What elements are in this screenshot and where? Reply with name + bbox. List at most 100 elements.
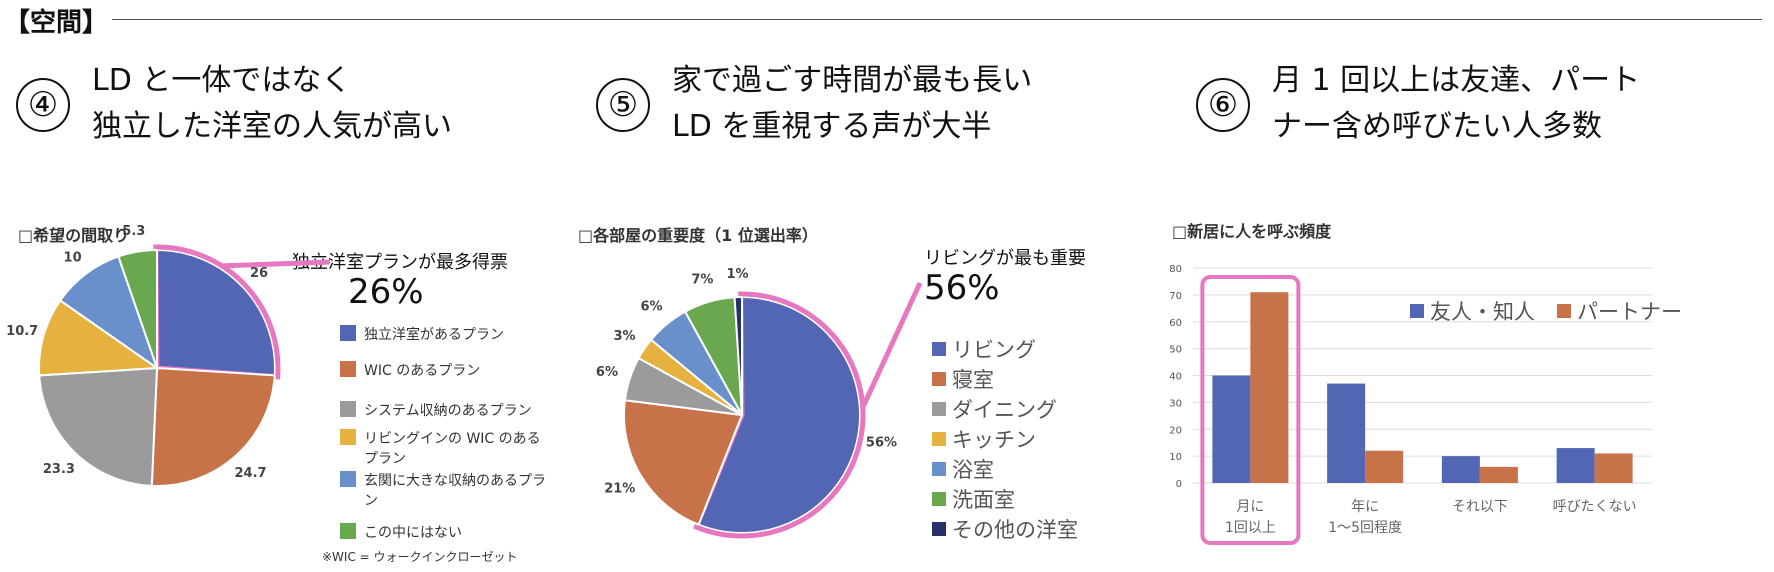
legend-item: システム収納のあるプラン [340, 400, 532, 420]
bar [1441, 456, 1480, 483]
bar [1327, 383, 1366, 483]
heading-number-6: ⑥ [1196, 78, 1250, 132]
chart1-callout-value: 26% [348, 272, 424, 312]
callout-line [221, 259, 331, 269]
pie-value-label: 26 [250, 266, 268, 281]
pie-slice [733, 295, 743, 416]
highlight-box [1200, 275, 1301, 545]
legend-label: この中にはない [364, 525, 462, 541]
legend-swatch [340, 429, 356, 445]
y-tick-label: 0 [1176, 479, 1182, 490]
pie-value-label: 5.3 [122, 224, 145, 239]
legend-swatch [932, 402, 946, 416]
y-tick-label: 80 [1169, 264, 1182, 275]
x-tick-label: 年に [1351, 499, 1379, 515]
legend-item: この中にはない [340, 522, 462, 542]
highlight-outline [693, 291, 866, 539]
legend-swatch [1410, 304, 1424, 318]
legend-label: 寝室 [952, 368, 994, 392]
legend-swatch [340, 523, 356, 539]
pie-value-label: 10 [64, 250, 82, 265]
y-tick-label: 10 [1169, 452, 1182, 463]
section-divider [112, 19, 1762, 20]
pie-value-label: 6% [640, 300, 662, 315]
heading-number-5: ⑤ [596, 78, 650, 132]
bar [1250, 292, 1289, 483]
x-tick-label: 月に [1236, 499, 1264, 515]
heading-6: 月 1 回以上は友達、パート ナー含め呼びたい人多数 [1272, 58, 1640, 150]
pie-value-label: 10.7 [6, 324, 38, 339]
chart2-title: □各部屋の重要度（1 位選出率） [578, 226, 818, 245]
pie-slice [623, 399, 744, 527]
bar [1556, 448, 1595, 483]
legend-label: リビングインの WIC のあるプラン [364, 431, 541, 467]
y-tick-label: 20 [1169, 425, 1182, 436]
x-tick-label: 呼びたくない [1553, 499, 1637, 515]
heading-line: 月 1 回以上は友達、パート [1272, 63, 1641, 98]
y-tick-label: 60 [1169, 318, 1182, 329]
legend-swatch [340, 325, 356, 341]
bar [1594, 453, 1633, 483]
legend-label: その他の洋室 [952, 518, 1078, 542]
pie-value-label: 21% [604, 481, 635, 496]
legend-item: 寝室 [932, 364, 1078, 394]
legend-item: 洗面室 [932, 484, 1078, 514]
pie-slice [58, 255, 159, 371]
legend-item: 独立洋室があるプラン [340, 324, 504, 344]
legend-label: ダイニング [952, 398, 1057, 422]
legend-label: パートナー [1577, 300, 1682, 324]
bar [1212, 375, 1251, 483]
legend-item: ダイニング [932, 394, 1078, 424]
heading-line: ナー含め呼びたい人多数 [1272, 109, 1602, 144]
bar [1365, 450, 1404, 483]
legend-label: WIC のあるプラン [364, 363, 481, 379]
callout-line [860, 281, 923, 409]
pie-slice [38, 366, 159, 487]
pie-slice [150, 366, 276, 487]
y-tick-label: 50 [1169, 345, 1182, 356]
legend-swatch [340, 401, 356, 417]
pie-value-label: 7% [691, 273, 713, 288]
legend-item: リビング [932, 334, 1078, 364]
y-tick-label: 40 [1169, 372, 1182, 383]
chart1-note: ※WIC = ウォークインクローゼット [322, 550, 518, 564]
y-tick-label: 70 [1169, 291, 1182, 302]
legend-item: 友人・知人 [1410, 296, 1535, 326]
pie-slice [156, 248, 276, 377]
heading-line: LD を重視する声が大半 [672, 109, 992, 144]
chart2-callout-value: 56% [924, 268, 1000, 308]
legend-label: システム収納のあるプラン [364, 403, 532, 419]
pie-value-label: 24.7 [235, 466, 267, 481]
legend-item: WIC のあるプラン [340, 360, 480, 380]
highlight-outline [153, 244, 281, 380]
legend-swatch [932, 372, 946, 386]
legend-swatch [932, 342, 946, 356]
chart1-callout: 独立洋室プランが最多得票 [292, 252, 508, 273]
legend-swatch [340, 361, 356, 377]
heading-5: 家で過ごす時間が最も長い LD を重視する声が大半 [672, 58, 1032, 150]
chart2-callout: リビングが最も重要 [924, 248, 1086, 269]
legend-label: 玄関に大きな収納のあるプラン [364, 473, 546, 509]
legend-label: リビング [952, 338, 1036, 362]
pie-slice [117, 248, 158, 369]
pie-slice [697, 295, 861, 534]
heading-number-4: ④ [16, 78, 70, 132]
legend-item: パートナー [1557, 296, 1682, 326]
legend-item: 玄関に大きな収納のあるプラン [340, 470, 550, 510]
section-label: 【空間】 [4, 8, 109, 38]
bar [1479, 466, 1518, 483]
chart1-title: □希望の間取り [18, 226, 130, 245]
legend-label: 友人・知人 [1430, 300, 1535, 324]
legend-item: 浴室 [932, 454, 1078, 484]
legend-label: 独立洋室があるプラン [364, 327, 504, 343]
legend-swatch [1557, 304, 1571, 318]
legend-item: リビングインの WIC のあるプラン [340, 428, 550, 468]
pie-value-label: 6% [596, 365, 618, 380]
x-tick-label: それ以下 [1452, 499, 1508, 515]
legend-swatch [932, 492, 946, 506]
x-tick-label: 1〜5回程度 [1328, 520, 1402, 536]
legend-swatch [932, 522, 946, 536]
x-tick-label: 1回以上 [1225, 520, 1276, 536]
legend-item: キッチン [932, 424, 1078, 454]
